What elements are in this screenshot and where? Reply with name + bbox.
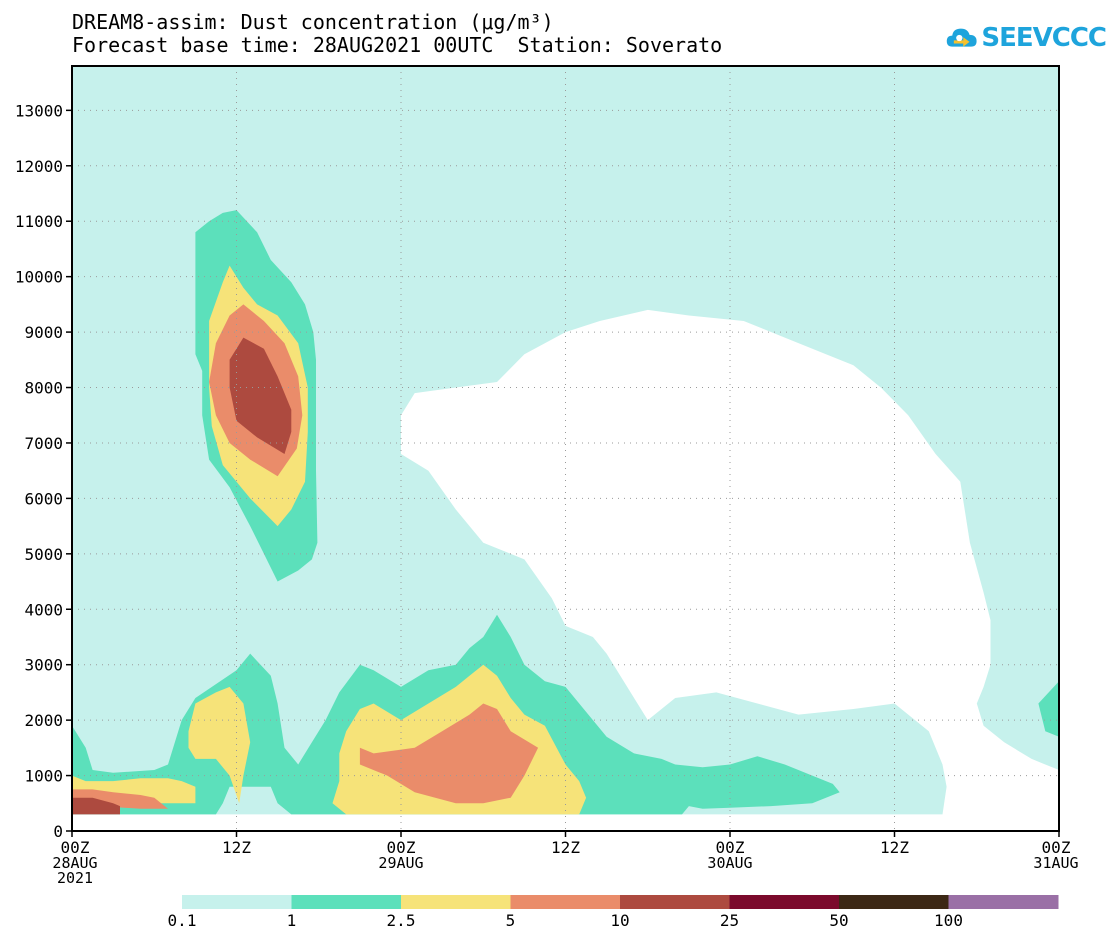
x-tick-label: 00Z [61, 838, 90, 857]
y-tick-label: 2000 [24, 711, 63, 730]
x-tick-label: 28AUG [52, 854, 97, 872]
colorbar-swatch [948, 895, 1059, 909]
colorbar-label: 50 [829, 911, 848, 930]
y-tick-label: 10000 [15, 268, 63, 287]
chart-title: DREAM8-assim: Dust concentration (μg/m³) [72, 10, 554, 34]
chart-subtitle: Forecast base time: 28AUG2021 00UTC Stat… [72, 33, 723, 57]
contour-region-level-1 [72, 66, 1059, 815]
contour-regions [72, 66, 1059, 815]
contour-region-level-2 [1038, 681, 1059, 737]
y-axis: 0 1000 2000 3000 4000 5000 6000 7000 8000 9000 100… [15, 101, 72, 841]
grid-lines [72, 66, 1059, 831]
colorbar-swatch [401, 895, 511, 909]
x-tick-label: 00Z [387, 838, 416, 857]
contour-region-level-5 [229, 337, 292, 454]
y-tick-label: 5000 [24, 545, 63, 564]
y-tick-label: 8000 [24, 379, 63, 398]
contour-region-level-1 [168, 553, 210, 621]
y-tick-label: 1000 [24, 767, 63, 786]
x-tick-label: 12Z [551, 838, 580, 857]
colorbar-swatch [182, 895, 292, 909]
x-tick-label: 00Z [716, 838, 745, 857]
y-tick-label: 6000 [24, 489, 63, 508]
x-tick-label: 29AUG [378, 854, 423, 872]
x-tick-label: 12Z [222, 838, 251, 857]
logo-text: SEEVCCC [981, 23, 1107, 53]
colorbar-label: 5 [506, 911, 516, 930]
colorbar-legend: 0.1 1 2.5 5 10 25 50 100 [168, 895, 1059, 930]
x-tick-label: 2021 [57, 869, 93, 887]
contour-region-level-3 [188, 686, 251, 804]
seevccc-logo: SEEVCCC [946, 18, 1107, 58]
cloud-icon [946, 28, 977, 47]
colorbar-label: 2.5 [387, 911, 416, 930]
x-tick-label: 12Z [880, 838, 909, 857]
y-tick-label: 3000 [24, 656, 63, 675]
y-tick-label: 12000 [15, 157, 63, 176]
y-tick-label: 9000 [24, 323, 63, 342]
contour-region-level-5 [72, 797, 120, 815]
colorbar-swatch [291, 895, 402, 909]
colorbar-label: 100 [934, 911, 963, 930]
colorbar-label: 0.1 [168, 911, 197, 930]
y-tick-label: 0 [53, 822, 63, 841]
x-tick-label: 31AUG [1033, 854, 1078, 872]
y-tick-label: 7000 [24, 434, 63, 453]
y-tick-label: 11000 [15, 212, 63, 231]
colorbar-label: 1 [287, 911, 297, 930]
contour-region-level-4 [359, 703, 539, 804]
colorbar-swatch [839, 895, 949, 909]
colorbar-label: 10 [610, 911, 629, 930]
y-tick-label: 4000 [24, 600, 63, 619]
colorbar-label: 25 [720, 911, 739, 930]
colorbar-swatch [510, 895, 621, 909]
x-tick-label: 30AUG [707, 854, 752, 872]
x-tick-label: 00Z [1042, 838, 1071, 857]
y-tick-label: 13000 [15, 101, 63, 120]
colorbar-swatch [620, 895, 730, 909]
colorbar-swatch [729, 895, 840, 909]
